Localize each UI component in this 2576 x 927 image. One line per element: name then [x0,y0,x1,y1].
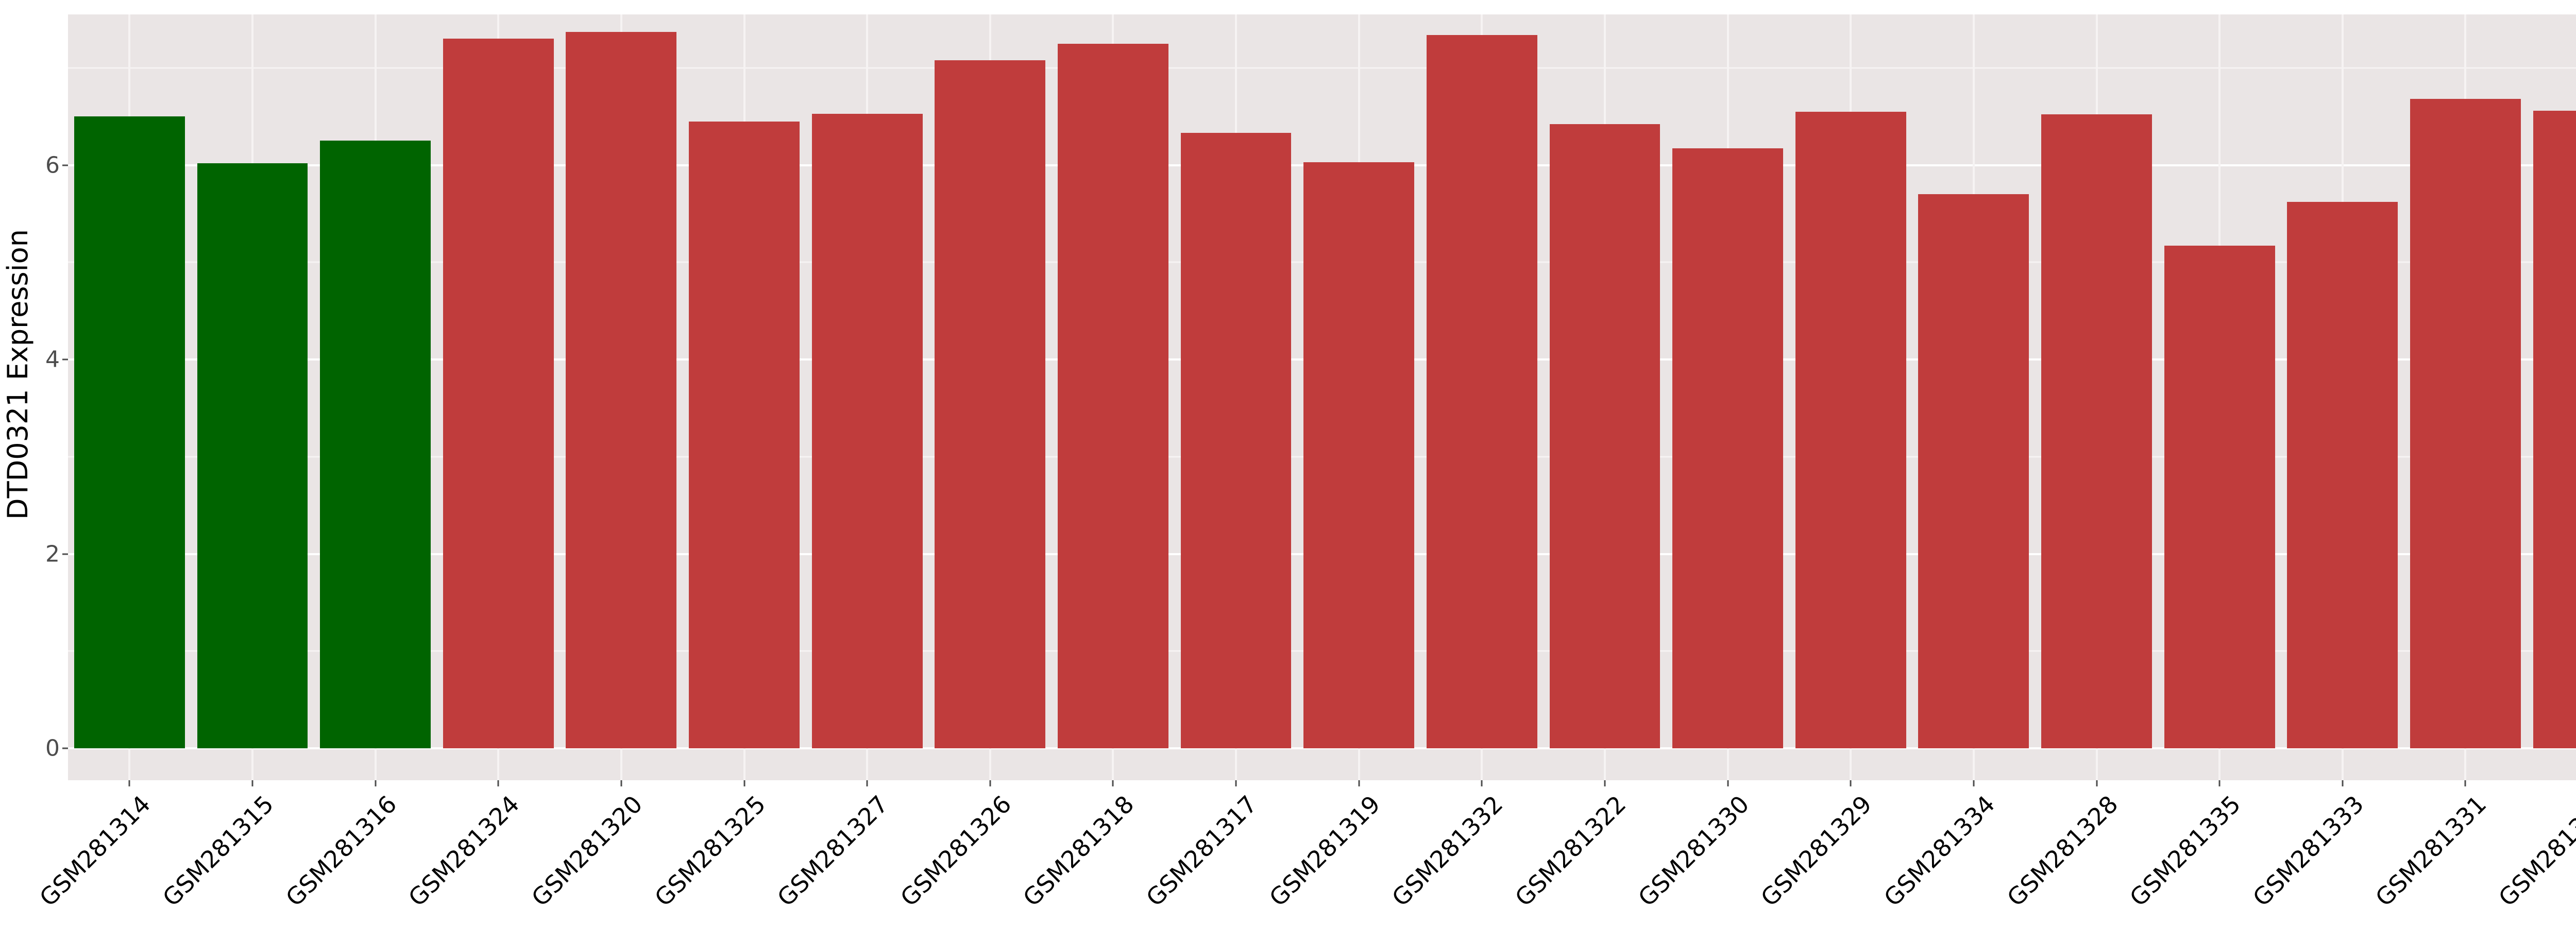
y-axis-tick-labels: 0 2 4 6 [36,0,68,762]
x-axis-tick-mark [743,780,745,786]
x-axis-tick-label: GSM281327 [772,790,894,912]
bar[interactable] [566,31,677,748]
y-axis-tick-label: 6 [45,152,60,179]
x-axis-tick-label: GSM281315 [157,790,279,912]
x-axis-tick-label: GSM281314 [34,790,156,912]
bar[interactable] [1426,35,1537,748]
x-axis-tick-label: GSM281319 [1263,790,1386,912]
x-axis-tick-mark [1973,780,1975,786]
x-axis-tick-label: GSM281323 [2493,790,2576,912]
x-axis-tick-labels: GSM281314 GSM281315 GSM281316 GSM281324 GSM2… [34,780,2576,927]
bar[interactable] [1549,124,1660,748]
x-axis-tick-mark [620,780,622,786]
y-axis-tick-label: 4 [45,346,60,373]
x-axis-tick-mark [866,780,868,786]
y-axis-tick-mark [62,553,68,555]
bar[interactable] [1303,162,1415,748]
gridline-major-horizontal [68,747,2576,749]
x-axis-tick-mark [989,780,991,786]
x-axis-tick-label: GSM281334 [1878,790,2001,912]
x-axis-tick-label: GSM281335 [2124,790,2246,912]
x-axis-tick-mark [128,780,130,786]
bar[interactable] [2533,110,2576,748]
bar[interactable] [320,141,431,748]
x-axis-tick-label: GSM281320 [526,790,648,912]
x-axis-tick-label: GSM281325 [649,790,771,912]
x-axis-tick-mark [1235,780,1237,786]
gridline-minor-horizontal [68,67,2576,69]
bar[interactable] [1180,133,1292,748]
x-axis-tick-label: GSM281329 [1755,790,1877,912]
y-axis-tick-mark [62,358,68,360]
x-axis-tick-mark [1358,780,1360,786]
bar[interactable] [2287,202,2398,748]
y-axis-title: DTD0321 Expression [2,229,34,520]
x-axis-tick-mark [2342,780,2344,786]
x-axis-tick-label: GSM281324 [403,790,525,912]
bar[interactable] [689,121,800,748]
bar[interactable] [811,113,923,748]
x-axis-tick-label: GSM281316 [280,790,402,912]
x-axis-tick-mark [375,780,377,786]
bar[interactable] [1918,194,2029,748]
bar[interactable] [197,163,308,748]
bar[interactable] [2164,246,2275,748]
bar[interactable] [2041,114,2152,748]
x-axis-tick-mark [1850,780,1852,786]
x-axis-tick-label: GSM281322 [1510,790,1632,912]
x-axis-tick-label: GSM281318 [1018,790,1140,912]
bar[interactable] [1795,111,1906,748]
plot-panel [68,14,2576,780]
x-axis-tick-mark [2464,780,2466,786]
x-axis-tick-label: GSM281332 [1386,790,1509,912]
y-axis-tick-mark [62,164,68,166]
bar[interactable] [935,60,1046,748]
x-axis-tick-label: GSM281326 [894,790,1017,912]
x-axis-tick-mark [1727,780,1729,786]
x-axis-tick-mark [251,780,253,786]
x-axis-tick-mark [497,780,499,786]
bar[interactable] [74,116,185,748]
y-axis-tick-mark [62,747,68,749]
x-axis-tick-label: GSM281328 [2001,790,2123,912]
x-axis-tick-mark [1481,780,1483,786]
y-axis-tick-label: 0 [45,735,60,762]
x-axis-tick-label: GSM281317 [1141,790,1263,912]
x-axis-tick-mark [2218,780,2221,786]
bar[interactable] [443,39,554,748]
y-axis-tick-label: 2 [45,541,60,568]
y-axis-title-container: DTD0321 Expression [0,0,36,748]
x-axis-tick-mark [1604,780,1606,786]
x-axis-tick-label: GSM281333 [2247,790,2369,912]
x-axis-tick-label: GSM281331 [2370,790,2492,912]
x-axis-tick-label: GSM281330 [1632,790,1754,912]
x-axis-tick-mark [2096,780,2097,786]
bar[interactable] [2410,99,2521,748]
bar[interactable] [1672,148,1783,748]
x-axis-tick-mark [1112,780,1114,786]
bar[interactable] [1058,43,1168,748]
